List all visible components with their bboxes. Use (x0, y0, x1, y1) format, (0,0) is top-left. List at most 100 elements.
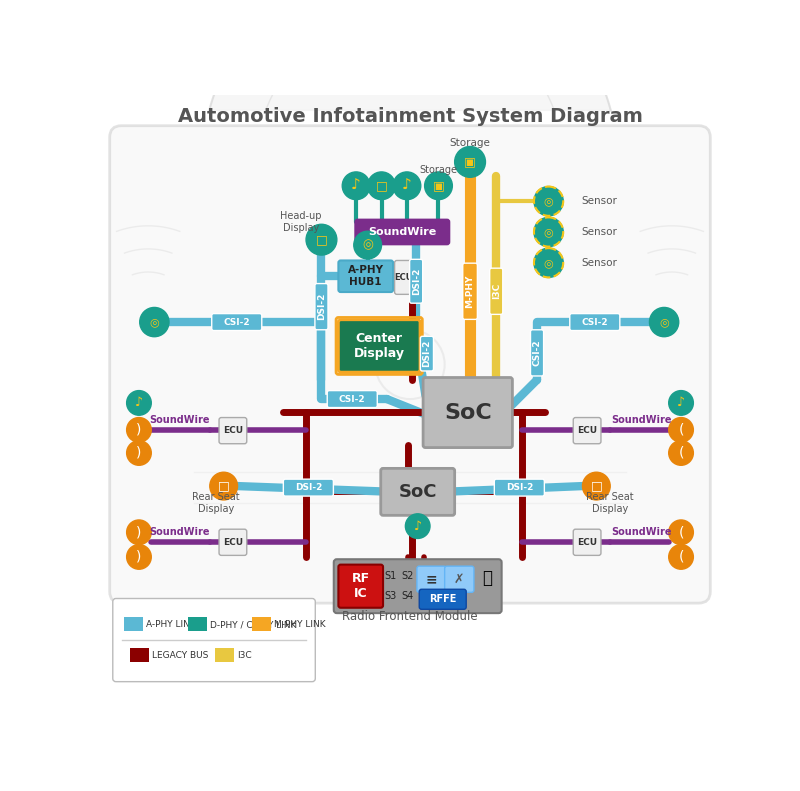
Text: Automotive Infotainment System Diagram: Automotive Infotainment System Diagram (178, 107, 642, 126)
Text: ▣: ▣ (433, 180, 444, 192)
Circle shape (126, 520, 151, 544)
FancyBboxPatch shape (113, 599, 315, 682)
Text: ◎: ◎ (150, 317, 159, 327)
Text: S1: S1 (385, 571, 397, 581)
FancyBboxPatch shape (338, 320, 420, 372)
Text: ): ) (136, 550, 142, 564)
Text: CSI-2: CSI-2 (223, 317, 250, 327)
Text: SoC: SoC (444, 403, 492, 422)
Text: S3: S3 (385, 591, 397, 601)
Text: □: □ (590, 479, 602, 493)
Text: ECU: ECU (223, 538, 243, 547)
Text: S4: S4 (402, 591, 414, 601)
Text: ♪: ♪ (677, 396, 685, 410)
FancyBboxPatch shape (490, 268, 502, 314)
Text: ECU: ECU (577, 426, 597, 435)
FancyBboxPatch shape (530, 330, 543, 376)
Circle shape (368, 172, 395, 199)
Text: ECU: ECU (577, 538, 597, 547)
Text: Sensor: Sensor (581, 227, 617, 237)
Text: ♪: ♪ (414, 520, 422, 532)
Text: SoundWire: SoundWire (149, 414, 210, 425)
Text: (: ( (678, 550, 684, 564)
Text: DSI-2: DSI-2 (506, 483, 533, 492)
FancyBboxPatch shape (419, 589, 466, 609)
FancyBboxPatch shape (355, 220, 450, 244)
Text: ◎: ◎ (544, 258, 554, 268)
Text: (: ( (678, 446, 684, 460)
Circle shape (650, 308, 678, 337)
Circle shape (406, 514, 430, 539)
Text: RFFE: RFFE (429, 594, 457, 604)
Text: Sensor: Sensor (581, 196, 617, 206)
FancyBboxPatch shape (394, 260, 413, 294)
Text: A-PHY LINK: A-PHY LINK (146, 620, 196, 629)
FancyBboxPatch shape (417, 566, 446, 592)
FancyBboxPatch shape (188, 617, 206, 631)
Text: Storage: Storage (450, 138, 490, 149)
Text: I3C: I3C (237, 651, 251, 660)
Text: DSI-2: DSI-2 (294, 483, 322, 492)
Circle shape (534, 248, 563, 278)
Circle shape (140, 308, 169, 337)
Circle shape (354, 231, 382, 259)
Text: A-PHY
HUB1: A-PHY HUB1 (348, 266, 384, 287)
Circle shape (393, 172, 421, 199)
Text: LEGACY BUS: LEGACY BUS (152, 651, 209, 660)
Text: DSI-2: DSI-2 (422, 340, 431, 367)
Text: Rear Seat
Display: Rear Seat Display (192, 492, 240, 514)
Text: ): ) (136, 423, 142, 437)
FancyBboxPatch shape (334, 559, 502, 613)
FancyBboxPatch shape (283, 479, 334, 496)
Text: ♪: ♪ (135, 396, 143, 410)
FancyBboxPatch shape (445, 566, 474, 592)
Text: RF
IC: RF IC (352, 572, 370, 600)
Text: SoundWire: SoundWire (610, 414, 671, 425)
Text: CSI-2: CSI-2 (339, 395, 366, 403)
Text: SoundWire: SoundWire (149, 527, 210, 536)
FancyBboxPatch shape (494, 479, 544, 496)
Circle shape (454, 146, 486, 177)
Circle shape (669, 544, 694, 570)
Text: M-PHY: M-PHY (466, 274, 474, 308)
Text: Center
Display: Center Display (354, 332, 405, 360)
Text: (: ( (678, 423, 684, 437)
FancyBboxPatch shape (462, 263, 478, 320)
FancyBboxPatch shape (423, 377, 513, 448)
Text: □: □ (218, 479, 230, 493)
Text: ◎: ◎ (362, 239, 373, 252)
Text: DSI-2: DSI-2 (412, 267, 421, 295)
Text: Rear Seat
Display: Rear Seat Display (586, 492, 634, 514)
Circle shape (126, 544, 151, 570)
FancyBboxPatch shape (252, 617, 270, 631)
FancyBboxPatch shape (574, 529, 601, 555)
Text: 📡: 📡 (482, 569, 492, 587)
Text: □: □ (376, 180, 387, 192)
Circle shape (342, 172, 370, 199)
Circle shape (669, 418, 694, 442)
FancyBboxPatch shape (219, 418, 246, 444)
Text: ◎: ◎ (659, 317, 669, 327)
Text: ECU: ECU (394, 273, 413, 282)
Text: ECU: ECU (223, 426, 243, 435)
FancyBboxPatch shape (124, 617, 143, 631)
Text: M-PHY LINK: M-PHY LINK (274, 620, 326, 629)
FancyBboxPatch shape (315, 283, 328, 330)
Text: Head-up
Display: Head-up Display (280, 211, 322, 233)
Text: ◎: ◎ (544, 196, 554, 206)
FancyBboxPatch shape (338, 260, 393, 292)
Text: SoC: SoC (398, 483, 437, 501)
Text: ◎: ◎ (544, 227, 554, 237)
Circle shape (126, 418, 151, 442)
FancyBboxPatch shape (219, 529, 246, 555)
Text: S2: S2 (402, 571, 414, 581)
Circle shape (582, 472, 610, 500)
FancyBboxPatch shape (410, 259, 422, 303)
Text: CSI-2: CSI-2 (582, 317, 608, 327)
Circle shape (126, 441, 151, 465)
Circle shape (669, 441, 694, 465)
Text: SoundWire: SoundWire (610, 527, 671, 536)
FancyBboxPatch shape (212, 313, 262, 331)
Text: Storage: Storage (419, 165, 458, 175)
Text: DSI-2: DSI-2 (317, 293, 326, 320)
